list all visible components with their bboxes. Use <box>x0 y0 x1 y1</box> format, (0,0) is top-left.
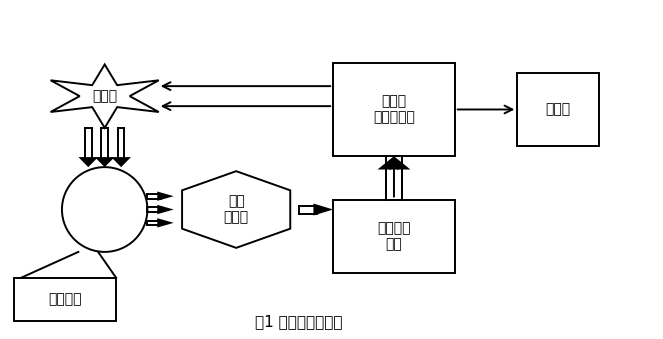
Polygon shape <box>157 218 174 227</box>
Polygon shape <box>111 157 131 167</box>
Text: 单片机
控制和处理: 单片机 控制和处理 <box>373 94 415 124</box>
Text: 显示屏: 显示屏 <box>546 102 571 117</box>
Polygon shape <box>377 156 410 170</box>
Polygon shape <box>50 64 158 128</box>
Polygon shape <box>95 157 115 167</box>
Polygon shape <box>157 192 174 201</box>
Ellipse shape <box>62 167 147 252</box>
Bar <box>333 63 455 156</box>
Polygon shape <box>78 157 98 167</box>
Polygon shape <box>314 203 333 216</box>
Bar <box>333 200 455 273</box>
Polygon shape <box>182 171 290 248</box>
Text: 图1 测量系统结构图: 图1 测量系统结构图 <box>255 315 342 330</box>
Text: 信号处理
电路: 信号处理 电路 <box>377 221 410 251</box>
Bar <box>15 278 116 321</box>
Bar <box>517 73 599 146</box>
Text: 被测区域: 被测区域 <box>48 293 82 306</box>
Text: 照明光: 照明光 <box>92 89 117 103</box>
Polygon shape <box>157 205 174 214</box>
Text: 颜色
传感器: 颜色 传感器 <box>223 194 249 225</box>
